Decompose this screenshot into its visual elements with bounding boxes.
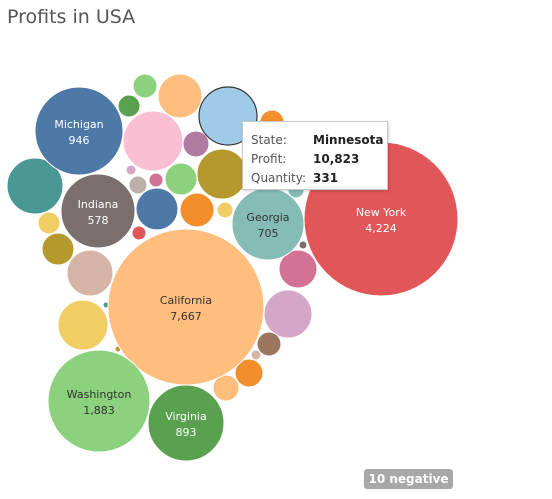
bubble-label-virginia: Virginia xyxy=(165,410,206,423)
state-bubble[interactable] xyxy=(256,331,282,357)
state-bubble[interactable] xyxy=(66,249,114,297)
state-bubble[interactable] xyxy=(148,172,164,188)
tooltip-profit-label: Profit: xyxy=(251,151,287,166)
bubble-value-virginia: 893 xyxy=(176,426,197,439)
tooltip-state-value: Minnesota xyxy=(313,132,384,147)
tooltip-quantity-label: Quantity: xyxy=(251,170,307,185)
state-bubble[interactable] xyxy=(128,175,148,195)
tooltip-profit-value: 10,823 xyxy=(313,151,360,166)
state-bubble[interactable] xyxy=(37,211,61,235)
bubble-value-indiana: 578 xyxy=(88,214,109,227)
bubble-label-california: California xyxy=(160,294,212,307)
bubble-label-indiana: Indiana xyxy=(78,198,119,211)
state-bubble-indiana[interactable] xyxy=(60,173,136,249)
state-bubble[interactable] xyxy=(6,157,64,215)
bubble-value-washington: 1,883 xyxy=(83,404,115,417)
state-bubble[interactable] xyxy=(179,192,215,228)
state-bubble-virginia[interactable] xyxy=(147,384,225,462)
state-bubble[interactable] xyxy=(278,249,318,289)
state-bubble[interactable] xyxy=(234,358,264,388)
bubble-value-michigan: 946 xyxy=(69,134,90,147)
state-bubble[interactable] xyxy=(135,187,179,231)
bubble-label-georgia: Georgia xyxy=(246,211,289,224)
state-bubble-georgia[interactable] xyxy=(231,187,305,261)
bubble-value-new-york: 4,224 xyxy=(365,222,397,235)
state-bubble[interactable] xyxy=(117,94,141,118)
state-bubble[interactable] xyxy=(182,130,210,158)
bubble-value-georgia: 705 xyxy=(258,227,279,240)
tooltip-state-label: State: xyxy=(251,132,287,147)
state-bubble[interactable] xyxy=(131,225,147,241)
tooltip-quantity-row: Quantity: 331 xyxy=(251,168,387,187)
tooltip-quantity-value: 331 xyxy=(313,170,339,185)
bubble-label-michigan: Michigan xyxy=(54,118,103,131)
state-bubble[interactable] xyxy=(250,349,262,361)
tooltip: State: Minnesota Profit: 10,823 Quantity… xyxy=(242,121,388,190)
state-bubble[interactable] xyxy=(216,201,234,219)
tooltip-state-row: State: Minnesota xyxy=(251,130,387,149)
state-bubble[interactable] xyxy=(212,374,240,402)
bubble-label-new-york: New York xyxy=(356,206,407,219)
tooltip-profit-row: Profit: 10,823 xyxy=(251,149,387,168)
state-bubble[interactable] xyxy=(132,73,158,99)
state-bubble[interactable] xyxy=(263,289,313,339)
state-bubble[interactable] xyxy=(196,148,248,200)
state-bubble[interactable] xyxy=(298,240,308,250)
state-bubble[interactable] xyxy=(164,162,198,196)
state-bubble[interactable] xyxy=(157,73,203,119)
state-bubble-michigan[interactable] xyxy=(34,86,124,176)
state-bubble[interactable] xyxy=(125,164,137,176)
negative-values-badge[interactable]: 10 negative xyxy=(364,469,453,489)
bubble-value-california: 7,667 xyxy=(170,310,202,323)
state-bubble-washington[interactable] xyxy=(47,349,151,453)
bubble-label-washington: Washington xyxy=(67,388,132,401)
state-bubble[interactable] xyxy=(122,110,184,172)
chart-title: Profits in USA xyxy=(7,6,136,28)
state-bubble[interactable] xyxy=(41,232,75,266)
state-bubble[interactable] xyxy=(57,299,109,351)
